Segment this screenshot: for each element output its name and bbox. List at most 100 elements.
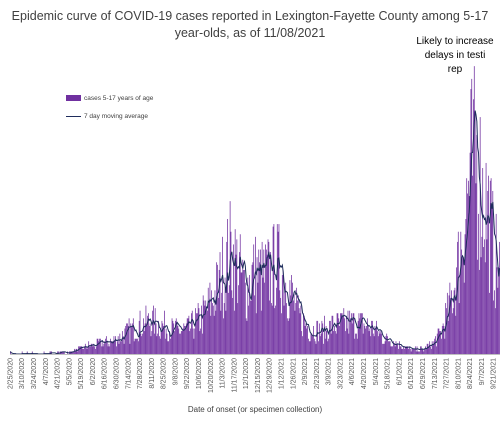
bar-daily-cases [361, 313, 362, 354]
bar-daily-cases [398, 341, 400, 354]
bar-daily-cases [380, 331, 382, 354]
bar-daily-cases [239, 234, 241, 354]
bar-daily-cases [470, 89, 472, 354]
x-tick-label: 8/25/2020 [161, 358, 168, 389]
bar-daily-cases [405, 346, 407, 354]
annotation-line-2: delays in testi [424, 50, 486, 61]
bar-daily-cases [463, 282, 465, 354]
bar-daily-cases [72, 351, 74, 354]
bar-daily-cases [392, 346, 393, 354]
bar-daily-cases [469, 152, 471, 354]
bar-daily-cases [318, 341, 319, 354]
bar-daily-cases [432, 343, 434, 354]
bar-daily-cases [422, 348, 424, 354]
x-tick-label: 10/6/2020 [196, 358, 203, 389]
bar-daily-cases [108, 343, 110, 354]
bar-daily-cases [83, 348, 85, 354]
bar-daily-cases [443, 325, 445, 354]
bar-daily-cases [441, 325, 443, 354]
bar-daily-cases [424, 348, 425, 354]
bar-daily-cases [171, 318, 173, 354]
bar-daily-cases [468, 180, 469, 354]
bar-daily-cases [255, 236, 256, 354]
bar-daily-cases [314, 341, 316, 354]
bar-daily-cases [215, 310, 217, 354]
x-tick-label: 2/25/2020 [7, 358, 14, 389]
bar-daily-cases [366, 318, 368, 354]
bar-daily-cases [468, 196, 470, 354]
bar-daily-cases [249, 275, 250, 354]
bar-daily-cases [73, 351, 74, 354]
bar-daily-cases [348, 333, 350, 354]
bar-daily-cases [308, 338, 309, 354]
bar-daily-cases [233, 244, 234, 354]
bar-daily-cases [441, 338, 442, 354]
bar-daily-cases [239, 252, 240, 354]
bar-daily-cases [112, 341, 114, 354]
bar-daily-cases [57, 351, 59, 354]
bar-daily-cases [425, 346, 426, 354]
x-tick-label: 11/3/2020 [220, 358, 227, 389]
x-tick-label: 1/26/2021 [290, 358, 297, 389]
bar-daily-cases [228, 285, 230, 354]
bar-daily-cases [132, 323, 133, 354]
bar-daily-cases [330, 333, 332, 354]
bar-daily-cases [218, 269, 220, 354]
bar-daily-cases [146, 325, 148, 354]
bar-daily-cases [98, 341, 100, 354]
bar-daily-cases [423, 351, 425, 354]
bar-daily-cases [167, 341, 169, 354]
bar-daily-cases [132, 318, 134, 354]
bar-daily-cases [176, 323, 178, 354]
bar-daily-cases [436, 346, 437, 354]
bar-daily-cases [185, 325, 186, 354]
bar-daily-cases [238, 285, 239, 354]
bar-daily-cases [271, 305, 273, 354]
x-tick-label: 11/17/2020 [231, 358, 238, 393]
bar-daily-cases [234, 229, 236, 354]
bar-daily-cases [265, 249, 267, 354]
bar-daily-cases [478, 213, 479, 354]
bar-daily-cases [299, 313, 301, 354]
bar-daily-cases [229, 201, 231, 354]
chart-title-line-2: year-olds, as of 11/08/2021 [174, 26, 326, 40]
x-tick-label: 9/7/2021 [479, 358, 486, 385]
x-tick-label: 3/10/2020 [19, 358, 26, 389]
bar-daily-cases [342, 315, 344, 354]
bar-daily-cases [367, 325, 369, 354]
bar-daily-cases [248, 305, 250, 354]
bar-daily-cases [109, 346, 111, 354]
bar-daily-cases [369, 328, 371, 354]
bar-daily-cases [242, 259, 244, 354]
bar-daily-cases [233, 310, 235, 354]
bar-daily-cases [459, 275, 461, 354]
bar-daily-cases [168, 341, 170, 354]
bar-daily-cases [285, 282, 287, 354]
bar-daily-cases [323, 343, 324, 354]
bar-daily-cases [487, 190, 489, 354]
bar-daily-cases [264, 282, 266, 354]
bar-daily-cases [113, 336, 115, 354]
bar-daily-cases [315, 343, 317, 354]
bar-daily-cases [300, 305, 302, 354]
legend-line-swatch [66, 115, 81, 117]
bar-daily-cases [409, 348, 411, 354]
bar-daily-cases [95, 348, 96, 354]
x-tick-label: 8/10/2021 [455, 358, 462, 389]
bar-daily-cases [222, 236, 223, 354]
bar-daily-cases [195, 308, 196, 354]
x-tick-label: 3/23/2021 [337, 358, 344, 389]
bar-daily-cases [373, 336, 375, 354]
bar-daily-cases [118, 343, 120, 354]
bar-daily-cases [175, 320, 176, 354]
bar-daily-cases [279, 290, 281, 354]
bar-daily-cases [84, 346, 85, 354]
bar-daily-cases [10, 351, 11, 354]
x-tick-label: 12/29/2020 [267, 358, 274, 393]
bar-daily-cases [212, 305, 214, 354]
bar-daily-cases [259, 262, 260, 354]
bar-daily-cases [303, 315, 305, 354]
bar-daily-cases [80, 346, 82, 354]
bar-daily-cases [258, 249, 260, 354]
x-tick-label: 6/29/2021 [420, 358, 427, 389]
